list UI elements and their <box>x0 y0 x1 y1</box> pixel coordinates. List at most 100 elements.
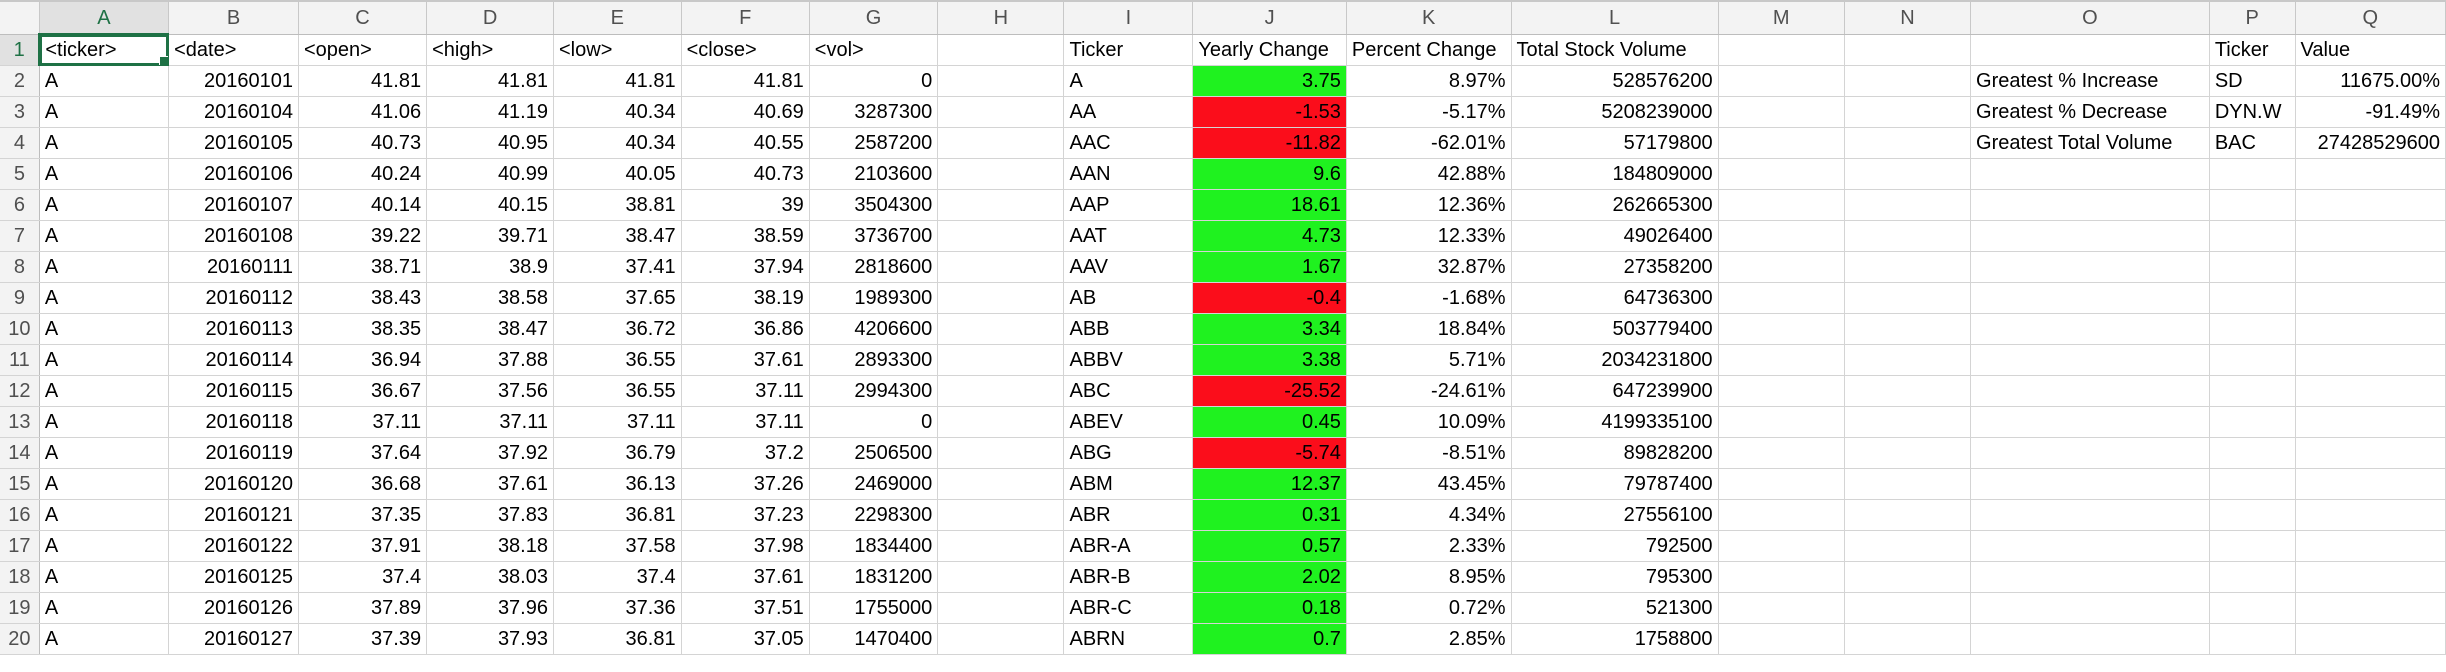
cell-j8[interactable]: 1.67 <box>1192 251 1347 283</box>
cell-a14[interactable]: A <box>39 437 170 469</box>
cell-c4[interactable]: 40.73 <box>298 127 428 159</box>
cell-o15[interactable] <box>1970 468 2210 500</box>
cell-c5[interactable]: 40.24 <box>298 158 428 190</box>
cell-f20[interactable]: 37.05 <box>681 623 810 655</box>
cell-b11[interactable]: 20160114 <box>168 344 299 376</box>
cell-n2[interactable] <box>1844 65 1972 97</box>
cell-q12[interactable] <box>2295 375 2446 407</box>
cell-h9[interactable] <box>937 282 1065 314</box>
cell-g13[interactable]: 0 <box>809 406 939 438</box>
cell-i7[interactable]: AAT <box>1063 220 1194 252</box>
cell-d4[interactable]: 40.95 <box>426 127 554 159</box>
cell-c17[interactable]: 37.91 <box>298 530 428 562</box>
cell-m12[interactable] <box>1718 375 1845 407</box>
cell-l13[interactable]: 4199335100 <box>1511 406 1719 438</box>
cell-m10[interactable] <box>1718 313 1845 345</box>
cell-h6[interactable] <box>937 189 1065 221</box>
cell-o19[interactable] <box>1970 592 2210 624</box>
cell-h11[interactable] <box>937 344 1065 376</box>
cell-j19[interactable]: 0.18 <box>1192 592 1347 624</box>
cell-o9[interactable] <box>1970 282 2210 314</box>
cell-n9[interactable] <box>1844 282 1972 314</box>
cell-g9[interactable]: 1989300 <box>809 282 939 314</box>
cell-n10[interactable] <box>1844 313 1972 345</box>
cell-d19[interactable]: 37.96 <box>426 592 554 624</box>
cell-m15[interactable] <box>1718 468 1845 500</box>
cell-a17[interactable]: A <box>39 530 170 562</box>
row-header[interactable]: 11 <box>0 344 40 376</box>
cell-q15[interactable] <box>2295 468 2446 500</box>
cell-g14[interactable]: 2506500 <box>809 437 939 469</box>
cell-q4[interactable]: 27428529600 <box>2295 127 2446 159</box>
cell-l18[interactable]: 795300 <box>1511 561 1719 593</box>
cell-b3[interactable]: 20160104 <box>168 96 299 128</box>
cell-c6[interactable]: 40.14 <box>298 189 428 221</box>
cell-q9[interactable] <box>2295 282 2446 314</box>
cell-p18[interactable] <box>2209 561 2296 593</box>
cell-b6[interactable]: 20160107 <box>168 189 299 221</box>
row-header[interactable]: 12 <box>0 375 40 407</box>
cell-d1[interactable]: <high> <box>426 34 554 66</box>
cell-e18[interactable]: 37.4 <box>553 561 682 593</box>
cell-n12[interactable] <box>1844 375 1972 407</box>
cell-k2[interactable]: 8.97% <box>1346 65 1512 97</box>
cell-c18[interactable]: 37.4 <box>298 561 428 593</box>
cell-a1[interactable]: <ticker> <box>39 34 170 66</box>
cell-e14[interactable]: 36.79 <box>553 437 682 469</box>
cell-o11[interactable] <box>1970 344 2210 376</box>
cell-j10[interactable]: 3.34 <box>1192 313 1347 345</box>
cell-j17[interactable]: 0.57 <box>1192 530 1347 562</box>
cell-o7[interactable] <box>1970 220 2210 252</box>
cell-e4[interactable]: 40.34 <box>553 127 682 159</box>
cell-d16[interactable]: 37.83 <box>426 499 554 531</box>
cell-e15[interactable]: 36.13 <box>553 468 682 500</box>
cell-j12[interactable]: -25.52 <box>1192 375 1347 407</box>
cell-q10[interactable] <box>2295 313 2446 345</box>
cell-e11[interactable]: 36.55 <box>553 344 682 376</box>
cell-o17[interactable] <box>1970 530 2210 562</box>
cell-n16[interactable] <box>1844 499 1972 531</box>
cell-n20[interactable] <box>1844 623 1972 655</box>
cell-j20[interactable]: 0.7 <box>1192 623 1347 655</box>
cell-p13[interactable] <box>2209 406 2296 438</box>
cell-f14[interactable]: 37.2 <box>681 437 810 469</box>
cell-o8[interactable] <box>1970 251 2210 283</box>
column-header-e[interactable]: E <box>553 0 682 35</box>
cell-q2[interactable]: 11675.00% <box>2295 65 2446 97</box>
cell-h16[interactable] <box>937 499 1065 531</box>
cell-n13[interactable] <box>1844 406 1972 438</box>
cell-a7[interactable]: A <box>39 220 170 252</box>
cell-o1[interactable] <box>1970 34 2210 66</box>
cell-j18[interactable]: 2.02 <box>1192 561 1347 593</box>
cell-j5[interactable]: 9.6 <box>1192 158 1347 190</box>
cell-d18[interactable]: 38.03 <box>426 561 554 593</box>
cell-c2[interactable]: 41.81 <box>298 65 428 97</box>
cell-b13[interactable]: 20160118 <box>168 406 299 438</box>
cell-c15[interactable]: 36.68 <box>298 468 428 500</box>
cell-l10[interactable]: 503779400 <box>1511 313 1719 345</box>
cell-m2[interactable] <box>1718 65 1845 97</box>
cell-h14[interactable] <box>937 437 1065 469</box>
cell-h12[interactable] <box>937 375 1065 407</box>
cell-e16[interactable]: 36.81 <box>553 499 682 531</box>
cell-e17[interactable]: 37.58 <box>553 530 682 562</box>
cell-p10[interactable] <box>2209 313 2296 345</box>
cell-j1[interactable]: Yearly Change <box>1192 34 1347 66</box>
cell-o13[interactable] <box>1970 406 2210 438</box>
cell-d12[interactable]: 37.56 <box>426 375 554 407</box>
cell-e8[interactable]: 37.41 <box>553 251 682 283</box>
cell-q6[interactable] <box>2295 189 2446 221</box>
cell-h8[interactable] <box>937 251 1065 283</box>
cell-d14[interactable]: 37.92 <box>426 437 554 469</box>
cell-p6[interactable] <box>2209 189 2296 221</box>
cell-p3[interactable]: DYN.W <box>2209 96 2296 128</box>
cell-c13[interactable]: 37.11 <box>298 406 428 438</box>
cell-k19[interactable]: 0.72% <box>1346 592 1512 624</box>
cell-i5[interactable]: AAN <box>1063 158 1194 190</box>
cell-f18[interactable]: 37.61 <box>681 561 810 593</box>
cell-e9[interactable]: 37.65 <box>553 282 682 314</box>
cell-k10[interactable]: 18.84% <box>1346 313 1512 345</box>
row-header[interactable]: 17 <box>0 530 40 562</box>
cell-p20[interactable] <box>2209 623 2296 655</box>
cell-f16[interactable]: 37.23 <box>681 499 810 531</box>
